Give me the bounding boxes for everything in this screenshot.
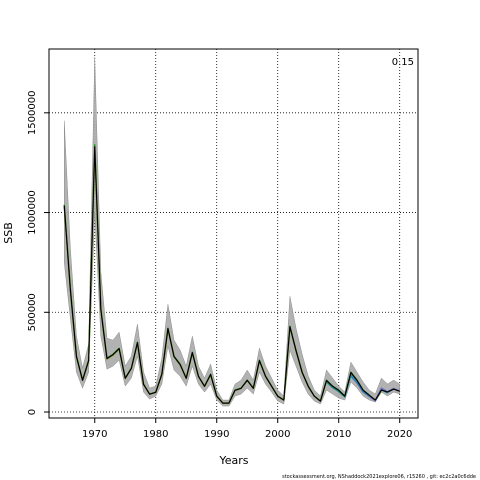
x-tick-label: 2010 <box>326 429 351 440</box>
x-tick-label: 1990 <box>204 429 229 440</box>
confidence-band-layer <box>64 56 400 407</box>
confidence-band <box>64 56 400 407</box>
y-tick-label: 0 <box>27 409 38 415</box>
plot-frame <box>48 48 419 419</box>
footnote: stockassessment.org, NShaddock2021explor… <box>282 474 476 480</box>
y-tick-label: 1000000 <box>27 190 38 235</box>
y-axis-ticks: 0 500000 1000000 1500000 <box>27 91 49 415</box>
x-axis-label: Years <box>218 454 248 467</box>
x-tick-label: 2020 <box>387 429 412 440</box>
x-tick-label: 1970 <box>82 429 107 440</box>
corner-label: 0.15 <box>392 57 414 68</box>
series-layer <box>63 144 400 404</box>
y-tick-label: 1500000 <box>27 91 38 136</box>
x-tick-label: 2000 <box>265 429 290 440</box>
y-tick-label: 500000 <box>27 293 38 331</box>
x-tick-label: 1980 <box>143 429 168 440</box>
y-axis-label: SSB <box>2 222 15 244</box>
series-line-6 <box>63 146 400 404</box>
grid-lines <box>49 49 418 418</box>
x-axis-ticks: 1970 1980 1990 2000 2010 2020 <box>82 418 412 440</box>
